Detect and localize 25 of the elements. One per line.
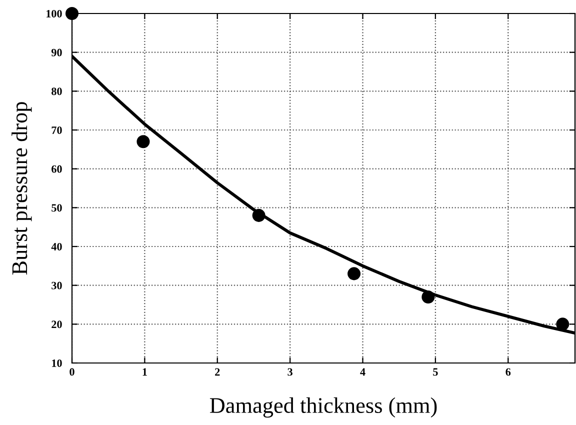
point bbox=[65, 6, 79, 20]
y-tick-label: 50 bbox=[52, 204, 62, 212]
x-tick-label: 6 bbox=[506, 368, 511, 376]
y-tick-label: 30 bbox=[52, 282, 62, 290]
point bbox=[136, 135, 150, 148]
point bbox=[348, 267, 361, 280]
x-tick-label: 2 bbox=[215, 368, 220, 376]
y-tick-label: 70 bbox=[52, 126, 62, 134]
y-axis-title: Burst pressure drop bbox=[12, 102, 32, 275]
y-tick-label: 10 bbox=[52, 359, 62, 367]
point bbox=[422, 290, 435, 304]
y-tick-label: 40 bbox=[51, 242, 62, 250]
y-tick-label: 100 bbox=[46, 10, 62, 18]
point bbox=[556, 318, 570, 331]
y-tick-label: 20 bbox=[52, 320, 62, 328]
x-tick-label: 5 bbox=[433, 368, 438, 376]
y-tick-label: 90 bbox=[51, 48, 62, 56]
x-tick-label: 0 bbox=[70, 368, 74, 376]
x-tick-label: 4 bbox=[360, 368, 366, 376]
y-tick-label: 80 bbox=[52, 88, 62, 96]
point bbox=[252, 208, 266, 222]
x-tick-label: 3 bbox=[288, 368, 292, 376]
x-tick-label: 1 bbox=[142, 368, 147, 376]
x-axis-title: Damaged thickness (mm) bbox=[210, 397, 437, 418]
y-tick-label: 60 bbox=[52, 165, 62, 173]
